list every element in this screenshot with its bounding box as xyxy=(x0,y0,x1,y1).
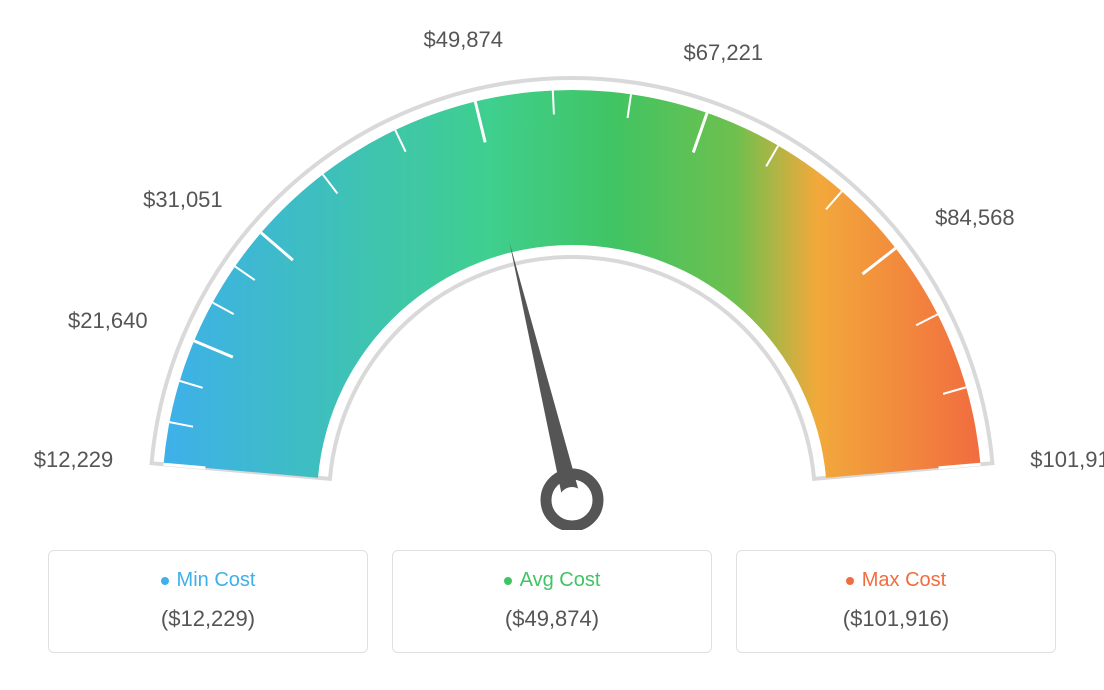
avg-cost-title: Avg Cost xyxy=(504,569,601,592)
min-cost-title: Min Cost xyxy=(161,569,256,592)
max-cost-label: Max Cost xyxy=(862,569,946,592)
min-cost-card: Min Cost ($12,229) xyxy=(48,550,368,653)
avg-cost-dot xyxy=(504,577,512,585)
max-cost-card: Max Cost ($101,916) xyxy=(736,550,1056,653)
gauge-svg xyxy=(20,20,1104,530)
avg-cost-card: Avg Cost ($49,874) xyxy=(392,550,712,653)
avg-cost-label: Avg Cost xyxy=(520,569,601,592)
cost-gauge-chart: $12,229 $21,640 $31,051 $49,874 $67,221 $84,5… xyxy=(20,20,1084,530)
summary-row: Min Cost ($12,229) Avg Cost ($49,874) Ma… xyxy=(20,550,1084,653)
min-cost-dot xyxy=(161,577,169,585)
gauge-tick-label: $67,221 xyxy=(684,40,764,66)
gauge-tick-label: $21,640 xyxy=(68,308,148,334)
max-cost-value: ($101,916) xyxy=(737,606,1055,632)
min-cost-label: Min Cost xyxy=(177,569,256,592)
max-cost-title: Max Cost xyxy=(846,569,946,592)
min-cost-value: ($12,229) xyxy=(49,606,367,632)
gauge-tick-label: $101,916 xyxy=(1030,447,1104,473)
gauge-tick-label: $49,874 xyxy=(423,27,503,53)
avg-cost-value: ($49,874) xyxy=(393,606,711,632)
gauge-tick-label: $84,568 xyxy=(935,205,1015,231)
max-cost-dot xyxy=(846,577,854,585)
gauge-tick-label: $12,229 xyxy=(34,447,114,473)
gauge-tick-label: $31,051 xyxy=(143,187,223,213)
